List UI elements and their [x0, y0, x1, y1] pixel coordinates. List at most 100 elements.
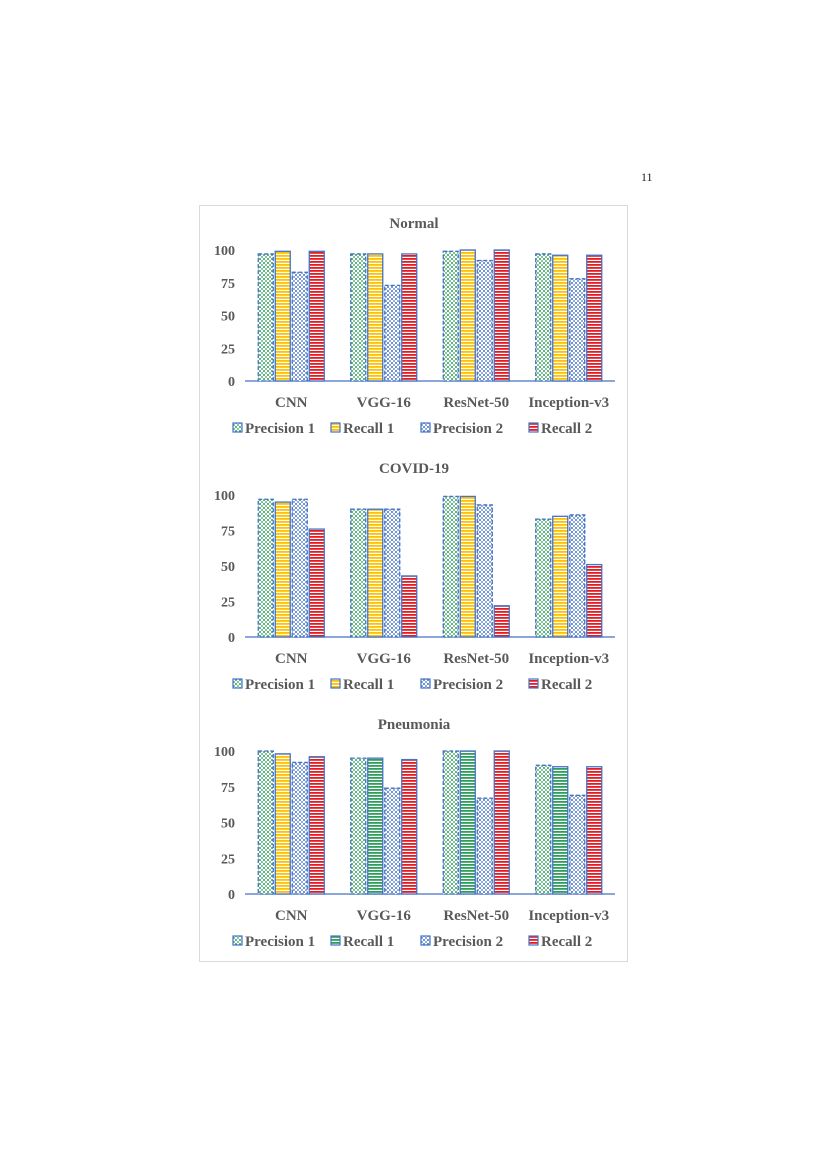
bar-precision-1 — [257, 750, 274, 895]
bar-recall-2 — [401, 253, 418, 382]
legend-swatch — [330, 678, 341, 689]
bar-precision-1 — [257, 498, 274, 638]
bar-recall-2 — [493, 750, 510, 895]
bar-precision-2 — [569, 794, 586, 895]
bar-precision-2 — [384, 508, 401, 638]
bar-recall-1 — [274, 250, 291, 382]
bar-recall-1 — [552, 254, 569, 382]
y-tick-label: 25 — [221, 342, 235, 357]
bar-recall-2 — [586, 766, 603, 895]
bar-recall-2 — [401, 758, 418, 895]
legend-label: Recall 1 — [343, 421, 394, 437]
bar-precision-2 — [476, 504, 493, 638]
x-tick-label: ResNet-50 — [443, 395, 509, 411]
y-tick-label: 100 — [214, 244, 235, 259]
legend-label: Recall 1 — [343, 934, 394, 950]
x-tick-label: VGG-16 — [357, 395, 412, 411]
legend-label: Recall 1 — [343, 677, 394, 693]
chart-normal: Normal 0 25 50 75 100 CNN VGG-16 ResNet-50 Incept… — [214, 216, 615, 437]
x-tick-label: CNN — [275, 395, 308, 411]
page-number: 11 — [641, 170, 653, 184]
chart-frame — [199, 205, 628, 962]
y-tick-label: 75 — [221, 525, 235, 540]
legend-label: Precision 1 — [245, 677, 315, 693]
bar-recall-1 — [459, 750, 476, 895]
legend-swatch — [232, 422, 243, 433]
legend-label: Precision 1 — [245, 934, 315, 950]
bar-precision-1 — [535, 253, 552, 382]
legend-swatch — [528, 678, 539, 689]
bar-recall-2 — [308, 528, 325, 638]
legend-swatch — [232, 678, 243, 689]
bar-precision-2 — [384, 284, 401, 382]
legend-swatch — [528, 422, 539, 433]
legend-swatch — [330, 935, 341, 946]
bar-recall-1 — [552, 766, 569, 895]
x-tick-label: Inception-v3 — [528, 651, 609, 667]
chart-pneumonia: Pneumonia 0 25 50 75 100 CNN VGG-16 ResNet-50 Inc… — [214, 717, 615, 950]
y-tick-label: 50 — [221, 817, 235, 832]
bar-recall-1 — [367, 508, 384, 638]
legend-swatch — [330, 422, 341, 433]
chart-title: COVID-19 — [379, 461, 449, 477]
bar-precision-1 — [535, 518, 552, 638]
bar-precision-2 — [291, 761, 308, 895]
bar-recall-1 — [459, 249, 476, 382]
bar-precision-2 — [291, 271, 308, 382]
y-tick-label: 75 — [221, 277, 235, 292]
bar-precision-2 — [476, 259, 493, 382]
y-tick-label: 25 — [221, 852, 235, 867]
bar-precision-1 — [350, 253, 367, 382]
bar-recall-1 — [367, 757, 384, 895]
legend-label: Precision 1 — [245, 421, 315, 437]
bar-precision-1 — [535, 764, 552, 895]
bar-precision-1 — [350, 508, 367, 638]
x-tick-label: ResNet-50 — [443, 651, 509, 667]
bar-recall-2 — [401, 575, 418, 638]
x-tick-label: CNN — [275, 908, 308, 924]
bar-precision-2 — [384, 787, 401, 895]
legend-label: Recall 2 — [541, 934, 592, 950]
bar-precision-1 — [442, 250, 459, 382]
y-tick-label: 100 — [214, 745, 235, 760]
y-tick-label: 0 — [228, 888, 235, 903]
bar-recall-1 — [274, 501, 291, 638]
x-tick-label: VGG-16 — [357, 908, 412, 924]
bar-precision-2 — [291, 498, 308, 638]
bar-precision-1 — [442, 750, 459, 895]
chart-title: Pneumonia — [378, 717, 451, 733]
x-tick-label: VGG-16 — [357, 651, 412, 667]
bar-precision-1 — [350, 757, 367, 895]
legend-swatch — [420, 935, 431, 946]
legend-swatch — [420, 678, 431, 689]
x-tick-label: ResNet-50 — [443, 908, 509, 924]
bar-recall-2 — [586, 563, 603, 638]
legend-swatch — [232, 935, 243, 946]
x-tick-label: Inception-v3 — [528, 908, 609, 924]
bar-recall-2 — [308, 756, 325, 895]
legend-label: Precision 2 — [433, 934, 503, 950]
bar-precision-2 — [569, 514, 586, 638]
legend-label: Precision 2 — [433, 677, 503, 693]
x-tick-label: Inception-v3 — [528, 395, 609, 411]
x-tick-label: CNN — [275, 651, 308, 667]
bar-recall-1 — [367, 253, 384, 382]
y-tick-label: 50 — [221, 310, 235, 325]
bar-recall-1 — [552, 515, 569, 638]
bar-precision-1 — [442, 495, 459, 638]
bar-recall-2 — [586, 254, 603, 382]
bar-precision-2 — [569, 278, 586, 382]
bar-precision-1 — [257, 253, 274, 382]
bar-precision-2 — [476, 797, 493, 895]
legend-label: Recall 2 — [541, 421, 592, 437]
chart-title: Normal — [389, 216, 438, 232]
bar-recall-2 — [493, 605, 510, 638]
y-tick-label: 25 — [221, 596, 235, 611]
legend-label: Recall 2 — [541, 677, 592, 693]
legend-swatch — [528, 935, 539, 946]
y-tick-label: 0 — [228, 375, 235, 390]
bar-recall-2 — [308, 250, 325, 382]
legend-label: Precision 2 — [433, 421, 503, 437]
y-tick-label: 75 — [221, 781, 235, 796]
bar-recall-1 — [274, 753, 291, 895]
